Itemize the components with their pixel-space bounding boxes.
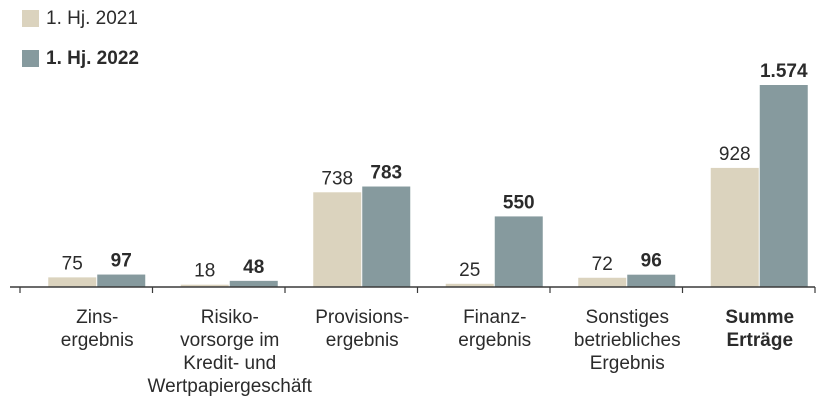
data-label: 1.574 — [760, 61, 808, 82]
bar — [313, 192, 362, 287]
label-line: Summe — [725, 307, 794, 328]
bar — [180, 284, 229, 287]
legend-label: 1. Hj. 2021 — [46, 8, 138, 29]
data-label: 18 — [194, 261, 215, 282]
label-line: ergebnis — [326, 330, 399, 351]
legend-swatch — [22, 10, 39, 27]
label-line: Erträge — [726, 330, 793, 351]
data-label: 928 — [719, 144, 751, 165]
label-line: Finanz- — [463, 307, 526, 328]
data-label: 75 — [62, 253, 83, 274]
bar — [48, 277, 97, 287]
x-tick-label: Finanz-ergebnis — [458, 307, 531, 351]
bar — [627, 274, 676, 287]
bar — [97, 274, 146, 287]
data-label: 48 — [243, 257, 264, 278]
bar — [362, 186, 411, 287]
data-label: 72 — [592, 254, 613, 275]
data-label: 738 — [321, 168, 353, 189]
label-line: ergebnis — [458, 330, 531, 351]
label-line: ergebnis — [61, 330, 134, 351]
data-label: 550 — [503, 192, 535, 213]
data-label: 96 — [641, 251, 662, 272]
x-tick-label: Summe Erträge — [725, 307, 794, 351]
legend-swatch — [22, 50, 39, 67]
label-line: Risiko- — [201, 307, 259, 328]
legend-label: 1. Hj. 2022 — [46, 48, 139, 69]
x-tick-label: Provisions-ergebnis — [315, 307, 409, 351]
label-line: Wertpapiergeschäft — [148, 376, 313, 397]
data-label: 97 — [111, 251, 132, 272]
label-line: Provisions- — [315, 307, 409, 328]
label-line: betriebliches — [574, 330, 681, 351]
bar — [759, 85, 808, 287]
x-tick-label: Zins-ergebnis — [61, 307, 134, 351]
bar — [229, 280, 278, 287]
bar — [578, 277, 627, 287]
label-line: Kredit- und — [183, 353, 276, 374]
bar — [445, 283, 494, 287]
label-line: vorsorge im — [180, 330, 279, 351]
label-line: Zins- — [76, 307, 118, 328]
data-label: 25 — [459, 260, 480, 281]
data-label: 783 — [370, 163, 402, 184]
x-tick-label: Sonstiges betriebliches Ergebnis — [574, 307, 681, 374]
x-tick-label: Risiko-vorsorge im Kredit- und Wertpapierg… — [148, 307, 313, 397]
bar — [710, 167, 759, 287]
bar — [494, 216, 543, 287]
label-line: Sonstiges — [586, 307, 669, 328]
label-line: Ergebnis — [590, 353, 665, 374]
